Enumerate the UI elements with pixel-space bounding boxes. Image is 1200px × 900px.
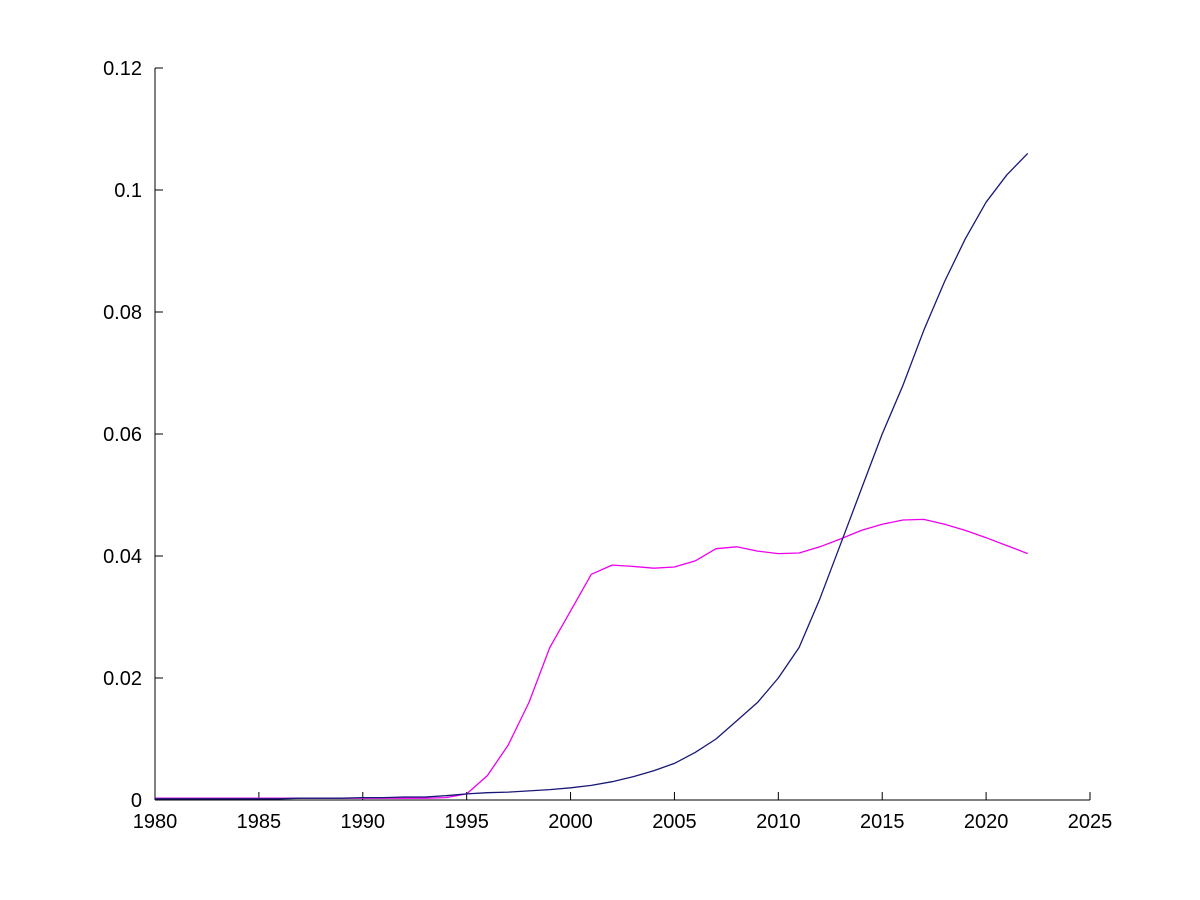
y-tick-label: 0.1 (114, 180, 142, 202)
x-tick-label: 1995 (444, 811, 489, 833)
x-tick-label: 2020 (964, 811, 1009, 833)
x-tick-label: 2015 (860, 811, 905, 833)
y-tick-label: 0.02 (103, 668, 142, 690)
x-tick-label: 1980 (133, 811, 178, 833)
x-tick-label: 2010 (756, 811, 801, 833)
y-tick-label: 0.04 (103, 546, 142, 568)
x-tick-label: 2005 (652, 811, 697, 833)
magenta-line (155, 518, 1028, 799)
x-tick-label: 1990 (341, 811, 386, 833)
x-tick-label: 2025 (1068, 811, 1113, 833)
x-tick-label: 2000 (548, 811, 593, 833)
x-tick-label: 1985 (237, 811, 282, 833)
y-tick-label: 0.12 (103, 58, 142, 80)
y-tick-label: 0.06 (103, 424, 142, 446)
y-tick-label: 0.08 (103, 302, 142, 324)
y-tick-label: 0 (131, 790, 142, 812)
navy-line (155, 152, 1029, 800)
